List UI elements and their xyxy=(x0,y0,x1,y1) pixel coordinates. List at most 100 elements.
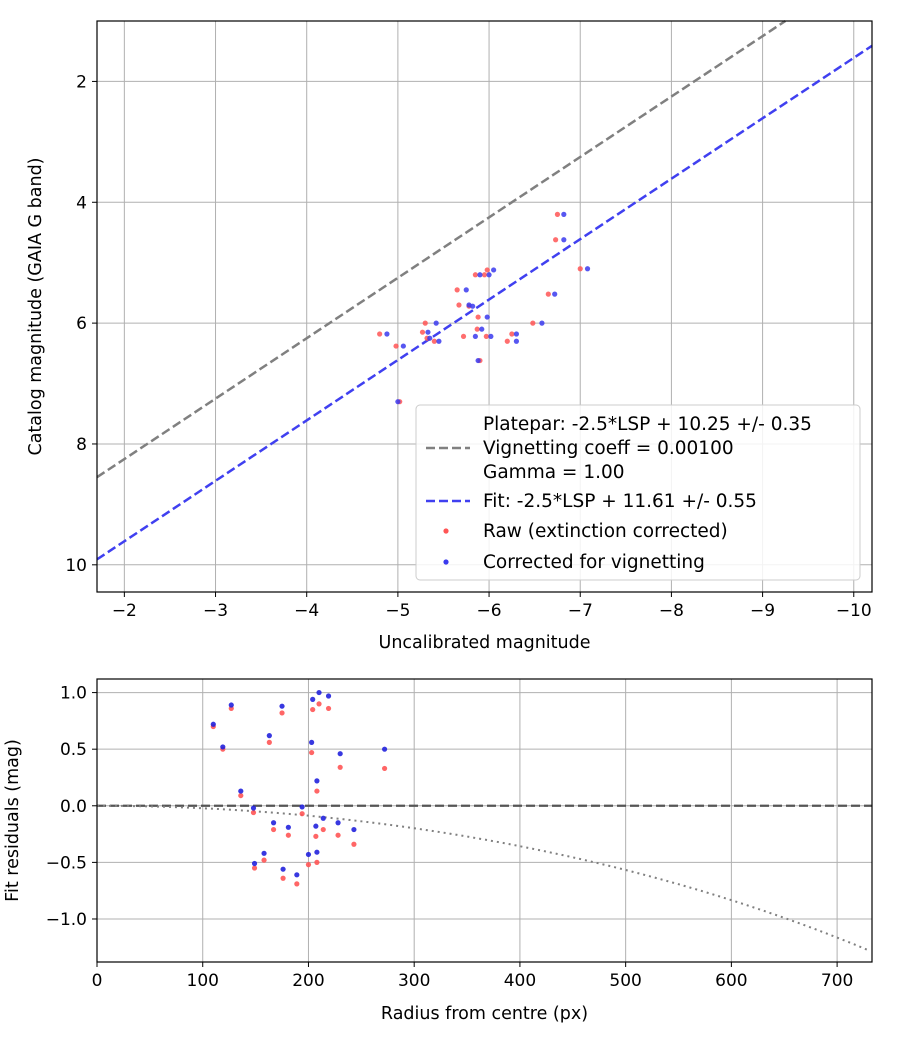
calibration-points xyxy=(377,211,591,405)
calibration-y-ticks: 2 4 6 8 10 xyxy=(65,72,97,576)
residuals-raw-point xyxy=(351,841,357,847)
residuals-y-tick-label: 1.0 xyxy=(60,684,87,704)
residuals-corrected-point xyxy=(325,693,332,699)
residuals-corrected-point xyxy=(285,824,291,830)
residuals-raw-point xyxy=(314,859,320,865)
residuals-corrected-point xyxy=(313,823,319,829)
calibration-corrected-point xyxy=(484,314,490,320)
residuals-corrected-point xyxy=(220,744,226,750)
residuals-raw-point xyxy=(320,826,326,833)
calibration-fit-line xyxy=(96,44,873,561)
residuals-raw-point xyxy=(381,765,388,772)
calibration-raw-point xyxy=(472,272,478,278)
calibration-raw-point xyxy=(475,314,481,320)
calibration-raw-point xyxy=(504,338,510,344)
residuals-x-tick-label: 300 xyxy=(398,971,430,991)
calibration-raw-point xyxy=(377,331,383,337)
calibration-corrected-point xyxy=(488,333,494,340)
calibration-corrected-point xyxy=(513,331,520,337)
calibration-corrected-point xyxy=(552,291,558,297)
calibration-raw-point xyxy=(483,333,489,340)
calibration-corrected-point xyxy=(475,357,481,364)
residuals-corrected-point xyxy=(309,739,315,745)
residuals-panel: 0 100 200 300 400 500 600 700 1.0 0.5 0.0 −0.5 −1.0… xyxy=(3,678,873,1024)
residuals-corrected-point xyxy=(270,820,277,826)
calibration-y-tick-label: 2 xyxy=(76,72,87,92)
residuals-y-ticks: 1.0 0.5 0.0 −0.5 −1.0 xyxy=(46,684,97,930)
residuals-y-axis-label: Fit residuals (mag) xyxy=(3,739,23,902)
calibration-x-axis-label: Uncalibrated magnitude xyxy=(379,633,591,653)
calibration-corrected-point xyxy=(472,333,478,340)
residuals-corrected-point xyxy=(251,860,258,867)
residuals-raw-point xyxy=(294,881,300,887)
legend-platepar-label-line3: Gamma = 1.00 xyxy=(483,462,625,483)
residuals-raw-point xyxy=(305,862,312,868)
calibration-x-tick-label: −4 xyxy=(294,601,319,621)
residuals-raw-point xyxy=(250,809,257,816)
legend: Platepar: -2.5*LSP + 10.25 +/- 0.35 Vign… xyxy=(415,404,861,581)
residuals-y-tick-label: 0.5 xyxy=(60,740,87,760)
calibration-corrected-point xyxy=(491,267,497,273)
calibration-corrected-point xyxy=(384,331,390,337)
calibration-x-ticks: −2 −3 −4 −5 −6 −7 −8 −9 −10 xyxy=(112,592,872,621)
calibration-y-tick-label: 6 xyxy=(76,314,87,334)
calibration-y-tick-label: 8 xyxy=(76,435,87,455)
residuals-raw-point xyxy=(270,826,277,833)
residuals-raw-point xyxy=(316,701,322,707)
calibration-raw-point xyxy=(481,272,488,278)
residuals-corrected-point xyxy=(279,703,285,709)
calibration-corrected-point xyxy=(395,399,401,405)
legend-platepar-label-line1: Platepar: -2.5*LSP + 10.25 +/- 0.35 xyxy=(483,414,812,435)
residuals-x-tick-label: 400 xyxy=(504,971,536,991)
residuals-raw-point xyxy=(285,832,291,838)
residuals-raw-point xyxy=(337,764,343,770)
calibration-raw-point xyxy=(530,320,536,326)
residuals-corrected-point xyxy=(314,849,320,855)
residuals-raw-point xyxy=(310,706,316,713)
calibration-raw-point xyxy=(460,333,467,340)
residuals-corrected-point xyxy=(250,805,257,811)
residuals-corrected-point xyxy=(294,872,300,878)
calibration-x-tick-label: −8 xyxy=(659,601,684,621)
residuals-corrected-point xyxy=(314,778,320,784)
residuals-corrected-point xyxy=(261,850,267,856)
residuals-raw-point xyxy=(280,875,286,881)
residuals-x-tick-label: 700 xyxy=(821,971,853,991)
calibration-raw-point xyxy=(484,267,490,273)
residuals-raw-point xyxy=(279,710,285,716)
calibration-corrected-point xyxy=(477,272,483,278)
residuals-raw-point xyxy=(309,749,315,756)
calibration-raw-point xyxy=(509,331,515,337)
calibration-corrected-point xyxy=(433,320,439,326)
residuals-raw-point xyxy=(313,833,319,839)
residuals-corrected-point xyxy=(337,751,343,757)
residuals-raw-point xyxy=(261,857,267,863)
residuals-y-tick-label: 0.0 xyxy=(60,797,87,817)
legend-raw-marker xyxy=(443,528,449,534)
residuals-raw-point xyxy=(238,792,244,799)
residuals-corrected-point xyxy=(381,746,388,752)
residuals-x-tick-label: 500 xyxy=(609,971,641,991)
calibration-corrected-point xyxy=(427,335,433,341)
calibration-corrected-point xyxy=(425,329,431,335)
calibration-x-tick-label: −3 xyxy=(203,601,228,621)
calibration-corrected-point xyxy=(486,272,492,278)
calibration-corrected-point xyxy=(479,326,485,332)
calibration-x-tick-label: −2 xyxy=(112,601,137,621)
calibration-y-tick-label: 10 xyxy=(65,556,87,576)
residuals-corrected-point xyxy=(228,702,234,708)
residuals-corrected-point xyxy=(335,820,341,826)
legend-box xyxy=(415,404,861,581)
calibration-corrected-point xyxy=(513,338,520,344)
calibration-raw-point xyxy=(393,343,399,349)
residuals-raw-point xyxy=(266,739,272,745)
residuals-raw-point xyxy=(335,832,341,838)
residuals-raw-point xyxy=(325,705,332,712)
calibration-raw-point xyxy=(554,211,561,217)
calibration-raw-point xyxy=(454,287,460,293)
calibration-y-axis-label: Catalog magnitude (GAIA G band) xyxy=(26,157,46,455)
calibration-x-tick-label: −10 xyxy=(836,601,872,621)
residuals-corrected-point xyxy=(305,851,312,858)
calibration-raw-point xyxy=(422,320,428,326)
